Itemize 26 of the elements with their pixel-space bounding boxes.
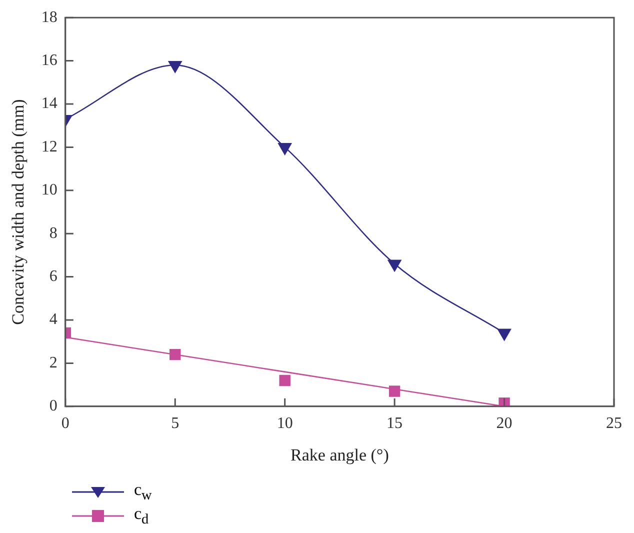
point xyxy=(279,374,290,386)
point xyxy=(388,260,402,272)
y-tick-label: 12 xyxy=(41,138,58,156)
y-tick-label: 18 xyxy=(41,8,58,26)
x-tick-label: 20 xyxy=(496,415,512,432)
x-tick-label: 25 xyxy=(606,415,622,432)
y-axis-title: Concavity width and depth (mm) xyxy=(8,99,28,325)
y-tick-label: 0 xyxy=(49,398,58,415)
x-tick-label: 10 xyxy=(276,415,293,432)
x-tick-label: 0 xyxy=(61,415,70,432)
y-tick-label: 10 xyxy=(41,182,58,199)
y-tick-label: 2 xyxy=(49,354,58,372)
legend-label: c$_{d}$ xyxy=(134,504,149,528)
x-axis-title: Rake angle (°) xyxy=(290,445,389,464)
x-tick-label: 5 xyxy=(171,415,180,432)
point xyxy=(170,348,181,360)
x-tick-label: 15 xyxy=(386,415,403,432)
y-tick-label: 14 xyxy=(41,95,58,112)
y-tick-label: 6 xyxy=(49,268,58,286)
y-tick-label: 8 xyxy=(49,224,58,242)
y-tick-label: 16 xyxy=(41,52,58,70)
point xyxy=(168,60,182,73)
y-tick-label: 4 xyxy=(49,311,58,328)
point xyxy=(278,143,292,155)
legend-label: c$_{w}$ xyxy=(134,480,152,504)
point xyxy=(388,386,400,397)
